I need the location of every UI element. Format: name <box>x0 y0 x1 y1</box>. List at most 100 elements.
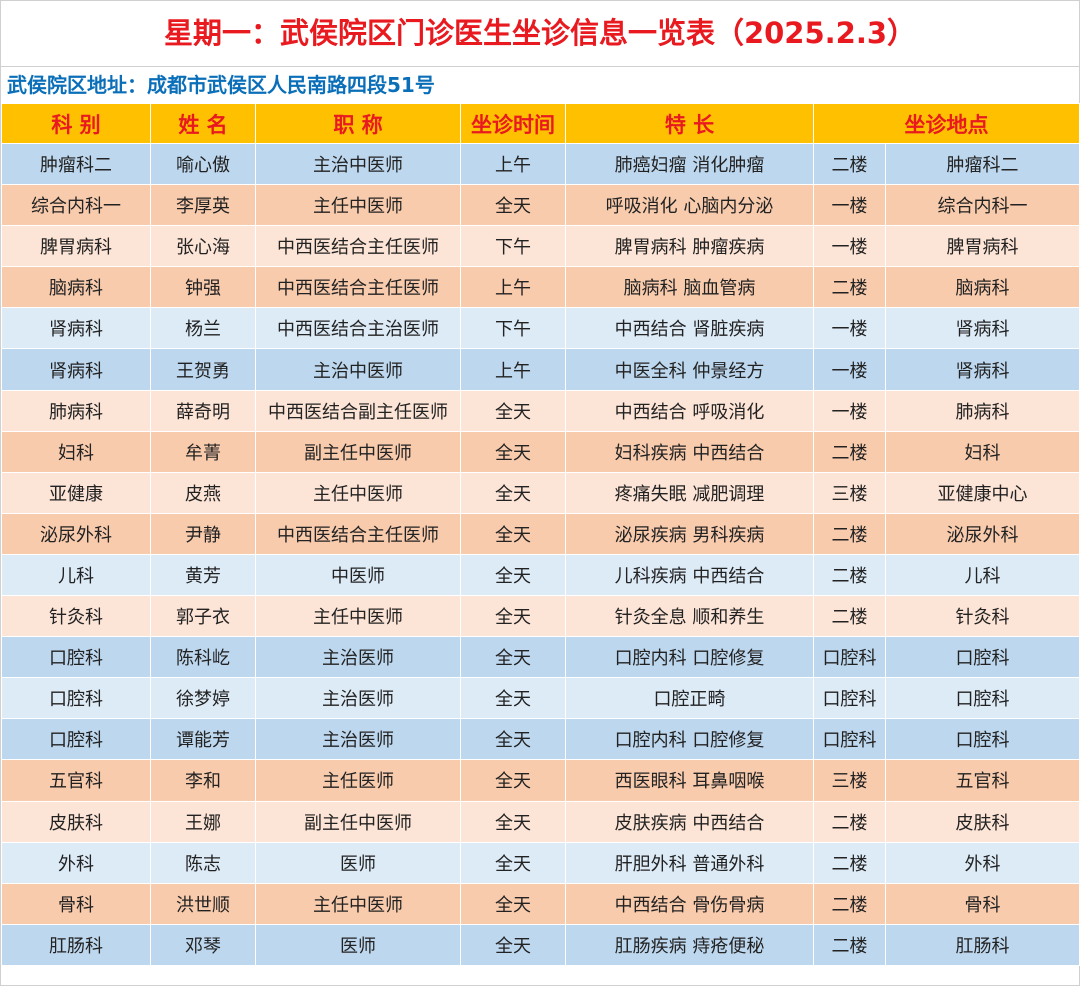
table-row: 肺病科 薛奇明 中西医结合副主任医师 全天 中西结合 呼吸消化 一楼 肺病科 <box>1 389 1080 432</box>
table-cell: 二楼 <box>813 512 886 555</box>
table-cell: 王贺勇 <box>150 348 256 391</box>
table-cell: 主任中医师 <box>255 184 461 227</box>
table-cell: 脑病科 <box>1 266 151 309</box>
table-cell: 中医师 <box>255 553 461 597</box>
schedule-table: 科 别姓 名职 称坐诊时间特 长坐诊地点 肿瘤科二 喻心傲 主治中医师 上午 肺癌妇瘤 … <box>1 103 1080 966</box>
table-cell: 亚健康中心 <box>885 471 1080 514</box>
table-cell: 全天 <box>460 923 566 966</box>
table-cell: 一楼 <box>813 307 886 350</box>
table-cell: 肾病科 <box>1 307 151 350</box>
table-cell: 医师 <box>255 923 461 966</box>
table-cell: 脾胃病科 肿瘤疾病 <box>565 225 814 268</box>
table-cell: 主任医师 <box>255 759 461 802</box>
table-cell: 二楼 <box>813 266 886 309</box>
table-cell: 陈志 <box>150 841 256 884</box>
table-cell: 二楼 <box>813 882 886 925</box>
table-cell: 妇科 <box>1 430 151 473</box>
table-cell: 疼痛失眠 减肥调理 <box>565 471 814 514</box>
table-cell: 主治医师 <box>255 718 461 761</box>
table-cell: 全天 <box>460 800 566 843</box>
table-cell: 主治中医师 <box>255 142 461 186</box>
table-cell: 口腔科 <box>813 718 886 761</box>
table-cell: 中西医结合主任医师 <box>255 225 461 268</box>
table-row: 骨科 洪世顺 主任中医师 全天 中西结合 骨伤骨病 二楼 骨科 <box>1 882 1080 925</box>
table-row: 肾病科 王贺勇 主治中医师 上午 中医全科 仲景经方 一楼 肾病科 <box>1 348 1080 391</box>
title: 星期一：武侯院区门诊医生坐诊信息一览表（2025.2.3） <box>1 1 1079 67</box>
table-cell: 全天 <box>460 595 566 638</box>
table-cell: 徐梦婷 <box>150 677 256 720</box>
table-cell: 一楼 <box>813 389 886 432</box>
table-cell: 二楼 <box>813 923 886 966</box>
table-cell: 邓琴 <box>150 923 256 966</box>
table-cell: 上午 <box>460 266 566 309</box>
table-cell: 皮肤科 <box>885 800 1080 843</box>
table-cell: 泌尿外科 <box>885 512 1080 555</box>
table-cell: 中西医结合主任医师 <box>255 512 461 555</box>
table-cell: 皮肤疾病 中西结合 <box>565 800 814 843</box>
table-cell: 尹静 <box>150 512 256 555</box>
table-row: 综合内科一 李厚英 主任中医师 全天 呼吸消化 心脑内分泌 一楼 综合内科一 <box>1 184 1080 227</box>
table-cell: 一楼 <box>813 348 886 391</box>
table-row: 外科 陈志 医师 全天 肝胆外科 普通外科 二楼 外科 <box>1 841 1080 884</box>
table-row: 儿科 黄芳 中医师 全天 儿科疾病 中西结合 二楼 儿科 <box>1 553 1080 597</box>
table-cell: 一楼 <box>813 225 886 268</box>
table-cell: 杨兰 <box>150 307 256 350</box>
header-cell: 坐诊时间 <box>460 103 566 144</box>
table-cell: 三楼 <box>813 471 886 514</box>
table-cell: 口腔科 <box>1 718 151 761</box>
table-cell: 全天 <box>460 882 566 925</box>
table-cell: 李厚英 <box>150 184 256 227</box>
table-cell: 骨科 <box>1 882 151 925</box>
table-cell: 全天 <box>460 184 566 227</box>
table-cell: 下午 <box>460 225 566 268</box>
table-cell: 口腔科 <box>885 677 1080 720</box>
table-row: 皮肤科 王娜 副主任中医师 全天 皮肤疾病 中西结合 二楼 皮肤科 <box>1 800 1080 843</box>
table-cell: 牟菁 <box>150 430 256 473</box>
table-cell: 外科 <box>885 841 1080 884</box>
table-cell: 主任中医师 <box>255 882 461 925</box>
table-cell: 副主任中医师 <box>255 430 461 473</box>
table-row: 口腔科 徐梦婷 主治医师 全天 口腔正畸 口腔科 口腔科 <box>1 677 1080 720</box>
table-cell: 综合内科一 <box>1 184 151 227</box>
table-cell: 全天 <box>460 553 566 597</box>
table-cell: 中西医结合主任医师 <box>255 266 461 309</box>
table-cell: 全天 <box>460 471 566 514</box>
table-row: 脾胃病科 张心海 中西医结合主任医师 下午 脾胃病科 肿瘤疾病 一楼 脾胃病科 <box>1 225 1080 268</box>
table-cell: 泌尿外科 <box>1 512 151 555</box>
table-cell: 主治医师 <box>255 636 461 679</box>
table-cell: 中西医结合副主任医师 <box>255 389 461 432</box>
table-cell: 下午 <box>460 307 566 350</box>
table-cell: 上午 <box>460 348 566 391</box>
table-cell: 儿科 <box>1 553 151 597</box>
table-cell: 中西医结合主治医师 <box>255 307 461 350</box>
table-cell: 口腔正畸 <box>565 677 814 720</box>
table-cell: 口腔内科 口腔修复 <box>565 636 814 679</box>
table-cell: 肾病科 <box>1 348 151 391</box>
table-cell: 口腔科 <box>1 677 151 720</box>
table-cell: 谭能芳 <box>150 718 256 761</box>
table-cell: 肿瘤科二 <box>1 142 151 186</box>
table-cell: 主任中医师 <box>255 595 461 638</box>
table-cell: 妇科疾病 中西结合 <box>565 430 814 473</box>
table-cell: 王娜 <box>150 800 256 843</box>
table-cell: 西医眼科 耳鼻咽喉 <box>565 759 814 802</box>
table-cell: 口腔科 <box>885 636 1080 679</box>
table-row: 肿瘤科二 喻心傲 主治中医师 上午 肺癌妇瘤 消化肿瘤 二楼 肿瘤科二 <box>1 142 1080 186</box>
table-cell: 口腔科 <box>885 718 1080 761</box>
table-cell: 主治中医师 <box>255 348 461 391</box>
table-cell: 儿科 <box>885 553 1080 597</box>
table-cell: 外科 <box>1 841 151 884</box>
table-cell: 全天 <box>460 677 566 720</box>
table-cell: 上午 <box>460 142 566 186</box>
table-cell: 全天 <box>460 430 566 473</box>
table-cell: 中西结合 呼吸消化 <box>565 389 814 432</box>
table-cell: 肛肠科 <box>1 923 151 966</box>
table-cell: 中医全科 仲景经方 <box>565 348 814 391</box>
table-cell: 全天 <box>460 718 566 761</box>
table-cell: 全天 <box>460 389 566 432</box>
table-cell: 脑病科 脑血管病 <box>565 266 814 309</box>
table-cell: 口腔科 <box>813 677 886 720</box>
table-cell: 肛肠疾病 痔疮便秘 <box>565 923 814 966</box>
table-cell: 针灸科 <box>1 595 151 638</box>
